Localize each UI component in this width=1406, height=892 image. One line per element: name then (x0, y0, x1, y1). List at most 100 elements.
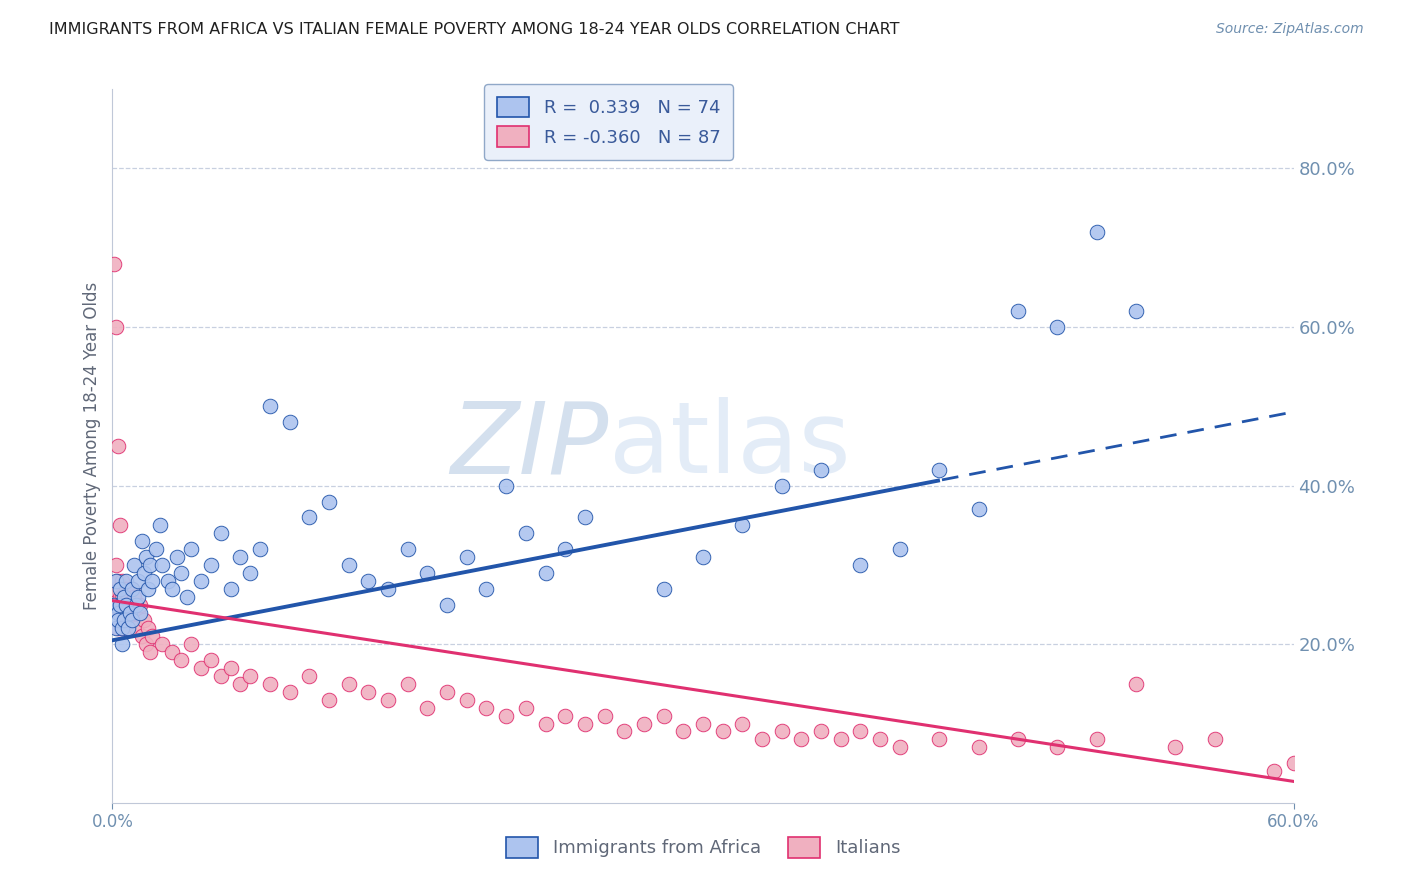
Point (117, 621, 139, 635)
Point (121, 606, 143, 620)
Point (672, 724, 695, 739)
Point (229, 549, 252, 564)
Point (127, 574, 149, 588)
Point (110, 598, 132, 612)
Point (593, 708, 616, 723)
Point (396, 677, 419, 691)
Point (475, 582, 498, 596)
Point (209, 669, 232, 683)
Point (103, 598, 125, 612)
Point (190, 574, 212, 588)
Point (180, 637, 202, 651)
Text: ZIP: ZIP (450, 398, 609, 494)
Point (131, 629, 153, 643)
Point (337, 677, 360, 691)
Point (456, 692, 478, 706)
Point (1164, 740, 1187, 755)
Point (515, 700, 537, 714)
Point (239, 566, 262, 580)
Point (176, 590, 198, 604)
Point (105, 320, 128, 334)
Point (889, 740, 911, 755)
Point (135, 549, 157, 564)
Point (209, 526, 232, 541)
Point (105, 598, 128, 612)
Point (105, 558, 128, 572)
Point (112, 598, 135, 612)
Point (928, 463, 950, 477)
Point (107, 574, 129, 588)
Point (1125, 304, 1147, 318)
Point (456, 549, 478, 564)
Point (830, 732, 852, 747)
Point (136, 582, 159, 596)
Point (515, 526, 537, 541)
Point (111, 637, 134, 651)
Point (145, 542, 167, 557)
Point (967, 502, 990, 516)
Point (731, 716, 754, 731)
Point (121, 614, 143, 628)
Point (475, 700, 498, 714)
Point (111, 574, 134, 588)
Point (132, 614, 155, 628)
Point (416, 700, 439, 714)
Point (129, 606, 152, 620)
Point (107, 439, 129, 453)
Point (298, 669, 321, 683)
Point (180, 542, 202, 557)
Point (396, 542, 419, 557)
Point (103, 582, 125, 596)
Point (259, 677, 281, 691)
Point (869, 732, 891, 747)
Point (1282, 756, 1305, 771)
Point (574, 716, 596, 731)
Point (139, 558, 162, 572)
Point (105, 574, 128, 588)
Point (150, 558, 173, 572)
Text: Source: ZipAtlas.com: Source: ZipAtlas.com (1216, 22, 1364, 37)
Point (149, 518, 172, 533)
Point (1085, 732, 1108, 747)
Point (692, 549, 714, 564)
Point (127, 606, 149, 620)
Point (219, 661, 242, 675)
Point (751, 732, 773, 747)
Point (770, 724, 793, 739)
Point (928, 732, 950, 747)
Point (131, 534, 153, 549)
Point (141, 574, 163, 588)
Point (849, 724, 872, 739)
Point (121, 582, 143, 596)
Legend: Immigrants from Africa, Italians: Immigrants from Africa, Italians (499, 830, 907, 865)
Point (127, 590, 149, 604)
Point (170, 566, 193, 580)
Point (135, 637, 157, 651)
Point (436, 598, 458, 612)
Point (110, 590, 132, 604)
Point (112, 614, 135, 628)
Point (554, 542, 576, 557)
Point (112, 590, 135, 604)
Point (1085, 225, 1108, 239)
Point (136, 621, 159, 635)
Point (436, 685, 458, 699)
Point (115, 598, 138, 612)
Point (357, 574, 380, 588)
Point (190, 661, 212, 675)
Point (534, 716, 557, 731)
Point (122, 558, 145, 572)
Point (1046, 740, 1069, 755)
Point (170, 653, 193, 667)
Point (117, 621, 139, 635)
Point (278, 685, 301, 699)
Point (534, 566, 557, 580)
Point (731, 518, 754, 533)
Point (495, 478, 517, 492)
Point (129, 598, 152, 612)
Point (849, 558, 872, 572)
Point (889, 542, 911, 557)
Point (166, 549, 188, 564)
Point (111, 590, 134, 604)
Point (259, 400, 281, 414)
